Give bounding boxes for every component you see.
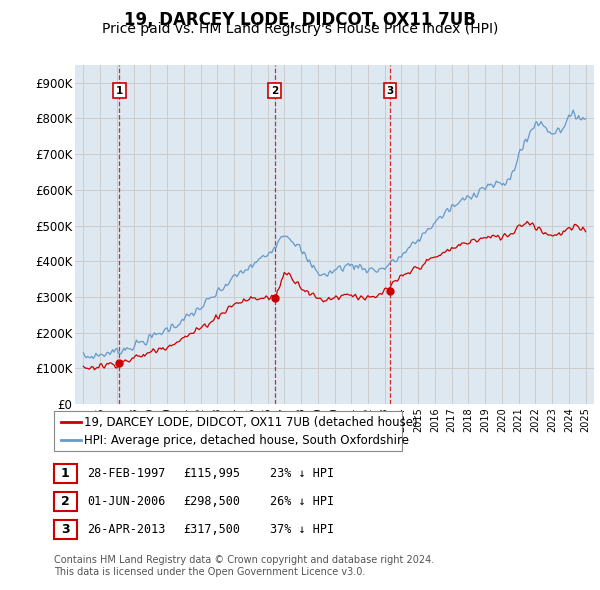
Text: 3: 3: [61, 523, 70, 536]
Text: 2: 2: [61, 495, 70, 508]
Text: This data is licensed under the Open Government Licence v3.0.: This data is licensed under the Open Gov…: [54, 567, 365, 577]
Text: 19, DARCEY LODE, DIDCOT, OX11 7UB (detached house): 19, DARCEY LODE, DIDCOT, OX11 7UB (detac…: [84, 416, 418, 429]
Text: 23% ↓ HPI: 23% ↓ HPI: [270, 467, 334, 480]
Text: HPI: Average price, detached house, South Oxfordshire: HPI: Average price, detached house, Sout…: [84, 434, 409, 447]
Text: 37% ↓ HPI: 37% ↓ HPI: [270, 523, 334, 536]
Text: £298,500: £298,500: [183, 495, 240, 508]
Text: £317,500: £317,500: [183, 523, 240, 536]
Text: Price paid vs. HM Land Registry's House Price Index (HPI): Price paid vs. HM Land Registry's House …: [102, 22, 498, 37]
Text: £115,995: £115,995: [183, 467, 240, 480]
Text: 26-APR-2013: 26-APR-2013: [87, 523, 166, 536]
Text: 01-JUN-2006: 01-JUN-2006: [87, 495, 166, 508]
Text: 2: 2: [271, 86, 278, 96]
Text: 28-FEB-1997: 28-FEB-1997: [87, 467, 166, 480]
Text: 3: 3: [386, 86, 394, 96]
Text: 1: 1: [61, 467, 70, 480]
Text: 19, DARCEY LODE, DIDCOT, OX11 7UB: 19, DARCEY LODE, DIDCOT, OX11 7UB: [124, 11, 476, 29]
Text: Contains HM Land Registry data © Crown copyright and database right 2024.: Contains HM Land Registry data © Crown c…: [54, 555, 434, 565]
Text: 26% ↓ HPI: 26% ↓ HPI: [270, 495, 334, 508]
Text: 1: 1: [116, 86, 123, 96]
